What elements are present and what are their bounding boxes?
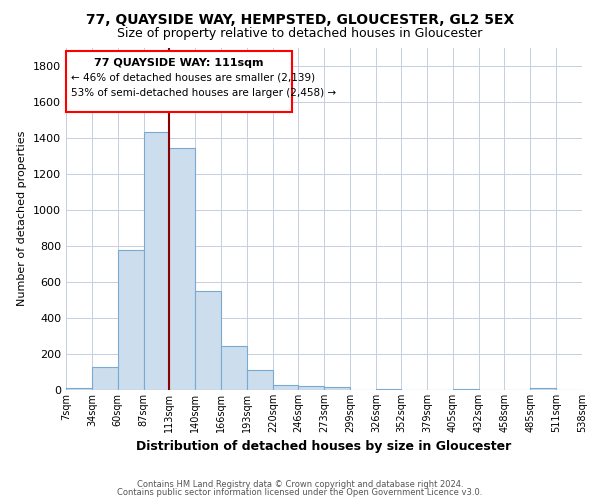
Y-axis label: Number of detached properties: Number of detached properties — [17, 131, 28, 306]
Bar — [221, 346, 247, 390]
Text: 77, QUAYSIDE WAY, HEMPSTED, GLOUCESTER, GL2 5EX: 77, QUAYSIDE WAY, HEMPSTED, GLOUCESTER, … — [86, 12, 514, 26]
Text: Contains HM Land Registry data © Crown copyright and database right 2024.: Contains HM Land Registry data © Crown c… — [137, 480, 463, 489]
Bar — [118, 250, 144, 390]
Bar — [453, 389, 479, 390]
Bar — [66, 388, 92, 390]
Bar — [273, 384, 298, 390]
Bar — [144, 132, 169, 390]
Bar — [169, 148, 195, 390]
Text: 53% of semi-detached houses are larger (2,458) →: 53% of semi-detached houses are larger (… — [71, 88, 336, 98]
Text: 77 QUAYSIDE WAY: 111sqm: 77 QUAYSIDE WAY: 111sqm — [94, 58, 264, 68]
Text: Contains public sector information licensed under the Open Government Licence v3: Contains public sector information licen… — [118, 488, 482, 497]
FancyBboxPatch shape — [66, 51, 292, 112]
Text: Size of property relative to detached houses in Gloucester: Size of property relative to detached ho… — [118, 28, 482, 40]
Bar — [298, 386, 325, 390]
Bar — [247, 370, 273, 390]
Bar — [195, 291, 221, 390]
Bar — [376, 389, 401, 390]
X-axis label: Distribution of detached houses by size in Gloucester: Distribution of detached houses by size … — [136, 440, 512, 454]
Bar — [92, 366, 118, 390]
Text: ← 46% of detached houses are smaller (2,139): ← 46% of detached houses are smaller (2,… — [71, 73, 315, 83]
Bar — [325, 388, 350, 390]
Bar — [530, 388, 556, 390]
